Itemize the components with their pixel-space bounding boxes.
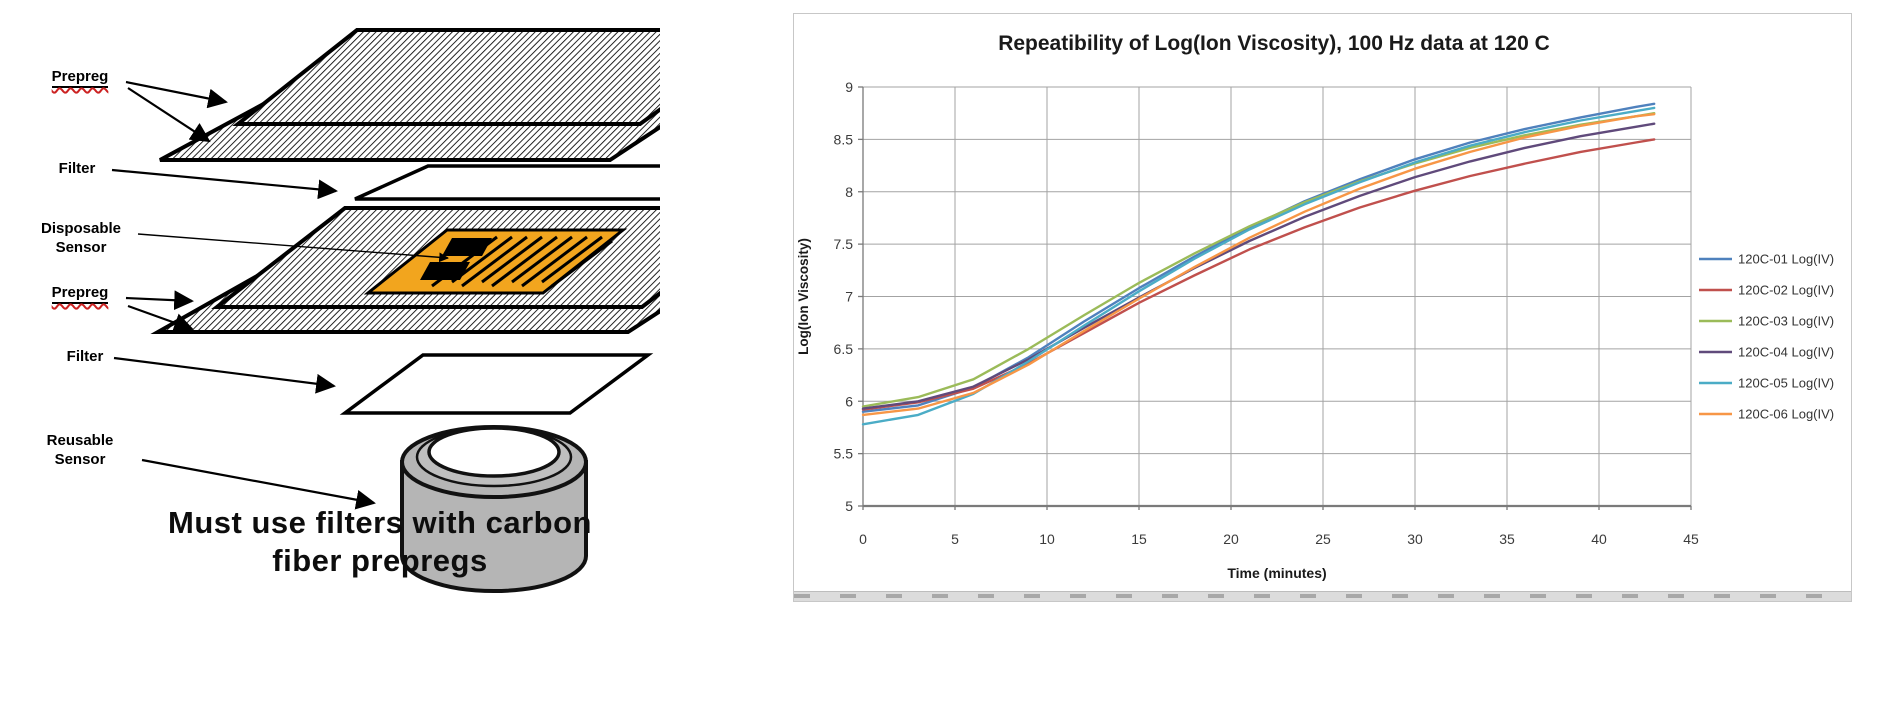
series-line-120C-02 Log(IV) [861, 138, 1656, 411]
arrow-reusable-sensor [141, 458, 376, 510]
layup-diagram-graphic [111, 28, 660, 593]
y-tick-label-6: 6 [845, 393, 853, 409]
x-tick-label-35: 35 [1499, 531, 1515, 547]
x-tick-label-40: 40 [1591, 531, 1607, 547]
arrow-prepreg-mid-1 [125, 290, 194, 311]
legend-label-120C-06 Log(IV): 120C-06 Log(IV) [1738, 407, 1834, 422]
series-line-120C-04 Log(IV) [861, 122, 1656, 410]
label-prepreg-mid-text: Prepreg [51, 284, 109, 304]
legend-label-120C-03 Log(IV): 120C-03 Log(IV) [1738, 314, 1834, 329]
sensor-pad-2 [420, 262, 470, 280]
legend-label-120C-02 Log(IV): 120C-02 Log(IV) [1738, 283, 1834, 298]
x-tick-label-20: 20 [1223, 531, 1239, 547]
y-axis-title: Log(Ion Viscosity) [796, 238, 811, 355]
arrow-disposable-sensor [137, 233, 449, 263]
label-prepreg-top: Prepreg [38, 68, 122, 88]
y-tick-label-9: 9 [845, 79, 853, 95]
y-tick-label-8: 8 [845, 184, 853, 200]
y-tick-label-7: 7 [845, 289, 853, 305]
label-reusable-sensor: Reusable Sensor [46, 432, 114, 468]
label-filter-mid: Filter [66, 348, 104, 365]
chart-title: Repeatibility of Log(Ion Viscosity), 100… [998, 32, 1550, 55]
prepreg-sheet-1 [232, 28, 660, 126]
label-filter-top: Filter [58, 160, 96, 177]
x-tick-label-45: 45 [1683, 531, 1699, 547]
diagram-caption: Must use filters with carbon fiber prepr… [168, 505, 592, 578]
filter-sheet-1 [354, 164, 660, 201]
x-tick-label-25: 25 [1315, 531, 1331, 547]
x-tick-label-5: 5 [951, 531, 959, 547]
reusable-sensor-cylinder [400, 425, 588, 593]
arrow-filter-top [111, 168, 338, 200]
y-tick-label-8.5: 8.5 [834, 131, 854, 147]
y-tick-label-5: 5 [845, 498, 853, 514]
series-line-120C-03 Log(IV) [861, 111, 1656, 408]
series-line-120C-05 Log(IV) [861, 106, 1656, 426]
filter-sheet-2 [339, 353, 654, 415]
sensor-pad-1 [442, 238, 492, 256]
legend-label-120C-05 Log(IV): 120C-05 Log(IV) [1738, 376, 1834, 391]
x-tick-label-0: 0 [859, 531, 867, 547]
series-line-120C-01 Log(IV) [861, 102, 1656, 413]
x-tick-label-15: 15 [1131, 531, 1147, 547]
y-tick-label-5.5: 5.5 [834, 446, 854, 462]
x-axis-title: Time (minutes) [1227, 565, 1326, 581]
series-line-120C-06 Log(IV) [861, 112, 1656, 417]
disposable-sensor-graphic [363, 228, 628, 295]
arrow-prepreg-top-1 [125, 80, 228, 109]
label-prepreg-mid: Prepreg [38, 284, 122, 304]
chart-frame-artifact-strip [794, 591, 1851, 601]
label-prepreg-top-text: Prepreg [51, 68, 109, 88]
sensor-electrode-fingers [431, 235, 613, 288]
chart-panel: Repeatibility of Log(Ion Viscosity), 100… [793, 13, 1852, 602]
x-tick-label-10: 10 [1039, 531, 1055, 547]
y-tick-label-6.5: 6.5 [834, 341, 854, 357]
arrow-filter-mid [113, 356, 336, 394]
x-tick-label-30: 30 [1407, 531, 1423, 547]
arrow-prepreg-top-2 [127, 87, 211, 143]
legend-label-120C-01 Log(IV): 120C-01 Log(IV) [1738, 252, 1834, 267]
label-disposable-sensor: Disposable Sensor [40, 220, 122, 256]
y-tick-label-7.5: 7.5 [834, 236, 854, 252]
arrow-prepreg-mid-2 [127, 304, 194, 333]
legend-label-120C-04 Log(IV): 120C-04 Log(IV) [1738, 345, 1834, 360]
chart-plot: 5 5.5 6 6.5 7 7.5 8 8.5 9 0 5 10 15 20 25 30 35 40 45 Time … [796, 79, 1834, 581]
